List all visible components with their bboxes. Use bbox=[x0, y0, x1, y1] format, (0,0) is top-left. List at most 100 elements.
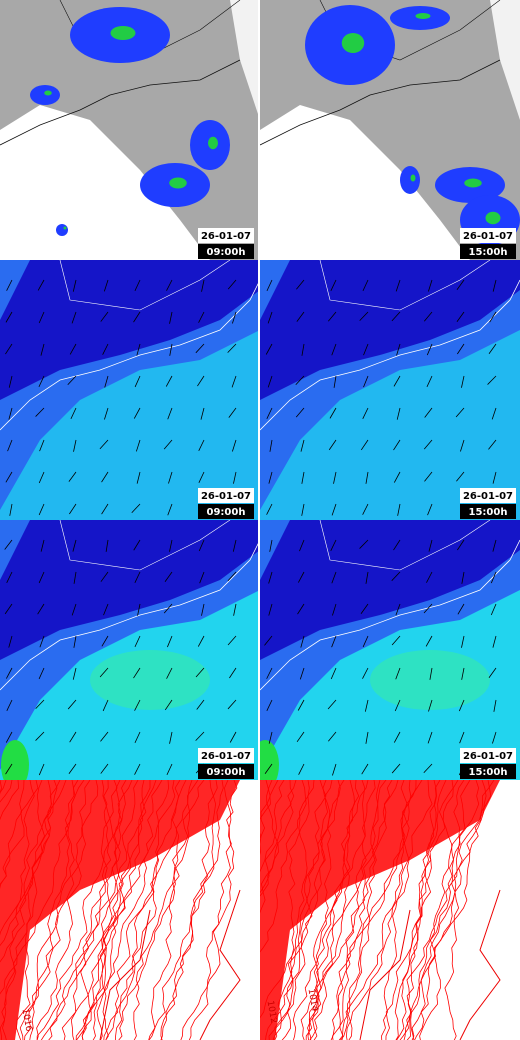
wind-arrow bbox=[68, 471, 77, 482]
wind-arrow bbox=[266, 503, 273, 515]
wind-arrow bbox=[362, 503, 369, 515]
wind-arrow bbox=[333, 375, 337, 388]
wind-arrow bbox=[490, 603, 497, 616]
wind-arrow bbox=[198, 539, 205, 552]
precip-core bbox=[44, 90, 52, 96]
isobar bbox=[188, 780, 238, 1040]
wind-arrow bbox=[101, 635, 109, 647]
wind-arrow bbox=[428, 699, 433, 712]
wind-arrow bbox=[134, 279, 141, 292]
wind-arrow bbox=[198, 471, 205, 484]
wind-arrow bbox=[39, 635, 45, 648]
wind-arrow bbox=[295, 407, 305, 418]
wind-arrow bbox=[328, 731, 337, 742]
wind-arrow bbox=[295, 375, 305, 385]
wind-arrow bbox=[268, 471, 273, 484]
wind-arrow bbox=[232, 539, 237, 552]
wind-arrow bbox=[8, 635, 13, 648]
wind-arrow bbox=[72, 667, 77, 680]
wind-arrow bbox=[5, 731, 13, 743]
clear-sky bbox=[490, 0, 520, 120]
wind-arrow bbox=[331, 343, 337, 356]
wind-arrow bbox=[104, 375, 109, 388]
wind-arrow bbox=[332, 763, 337, 776]
wind-arrow bbox=[136, 471, 141, 484]
wind-arrow bbox=[7, 439, 13, 452]
wind-arrow bbox=[69, 343, 77, 355]
wind-arrow bbox=[197, 635, 205, 647]
wind-arrow bbox=[133, 407, 141, 419]
wind-arrow bbox=[264, 635, 273, 646]
wind-arrow bbox=[359, 311, 369, 321]
field-high bbox=[90, 650, 210, 710]
coastline bbox=[0, 543, 258, 691]
map-panel bbox=[260, 520, 520, 780]
wind-arrow bbox=[164, 571, 173, 582]
field-low bbox=[260, 520, 520, 660]
wind-arrow bbox=[233, 471, 237, 484]
wind-arrow bbox=[72, 279, 77, 292]
wind-arrow bbox=[227, 571, 237, 582]
wind-arrow bbox=[461, 667, 465, 680]
wind-arrow bbox=[397, 503, 401, 516]
wind-arrow bbox=[6, 699, 13, 712]
wind-arrow bbox=[40, 343, 45, 356]
border bbox=[59, 520, 231, 571]
wind-arrow bbox=[362, 407, 369, 419]
wind-arrow bbox=[131, 503, 141, 513]
wind-arrow bbox=[68, 763, 77, 774]
precip-core bbox=[63, 226, 67, 230]
border bbox=[319, 260, 491, 311]
wind-arrow bbox=[456, 471, 465, 482]
wind-arrow bbox=[328, 439, 337, 451]
isobar-label: 1016 bbox=[20, 1008, 34, 1033]
wind-arrow bbox=[100, 763, 109, 774]
wind-arrow bbox=[456, 279, 465, 290]
wind-arrow bbox=[134, 635, 141, 648]
precip-core bbox=[341, 33, 365, 53]
wind-arrow bbox=[100, 571, 109, 582]
wind-arrow bbox=[37, 603, 45, 615]
wind-arrow bbox=[169, 311, 173, 324]
wind-arrow bbox=[38, 375, 45, 388]
wind-arrow bbox=[330, 279, 337, 292]
wind-arrow bbox=[296, 279, 305, 290]
wind-arrow bbox=[266, 279, 273, 292]
wind-arrow bbox=[163, 603, 173, 614]
precip-core bbox=[464, 178, 482, 188]
wind-arrow bbox=[231, 375, 237, 388]
wind-arrow bbox=[167, 503, 173, 516]
wind-arrow bbox=[296, 731, 305, 743]
wind-arrow bbox=[134, 731, 141, 744]
precip-core bbox=[208, 136, 218, 150]
wind-arrow bbox=[169, 731, 173, 744]
isobar bbox=[99, 909, 151, 1040]
wind-arrow bbox=[330, 539, 337, 551]
wind-arrow bbox=[38, 763, 45, 776]
wind-arrow bbox=[195, 343, 205, 354]
wind-arrow bbox=[301, 503, 305, 516]
wind-arrow bbox=[104, 407, 109, 420]
time-label: 15:00h bbox=[469, 247, 508, 258]
clear-sky bbox=[230, 0, 258, 114]
wind-arrow bbox=[461, 635, 465, 648]
wind-arrow bbox=[492, 635, 497, 648]
wind-arrow bbox=[396, 407, 401, 420]
wind-arrow bbox=[167, 407, 173, 420]
isobar bbox=[419, 780, 492, 1040]
wind-arrow bbox=[8, 407, 13, 420]
isobar bbox=[199, 889, 241, 1040]
wind-arrow bbox=[362, 635, 369, 648]
time-box bbox=[198, 244, 254, 259]
date-box bbox=[198, 228, 254, 243]
wind-arrow bbox=[166, 279, 173, 291]
wind-arrow bbox=[492, 539, 497, 552]
wind-arrow bbox=[232, 311, 237, 324]
time-label: 15:00h bbox=[469, 507, 508, 518]
wind-arrow bbox=[5, 763, 13, 775]
wind-arrow bbox=[227, 343, 237, 353]
wind-arrow bbox=[67, 699, 77, 710]
wind-arrow bbox=[461, 571, 465, 584]
isobar bbox=[160, 780, 224, 1040]
